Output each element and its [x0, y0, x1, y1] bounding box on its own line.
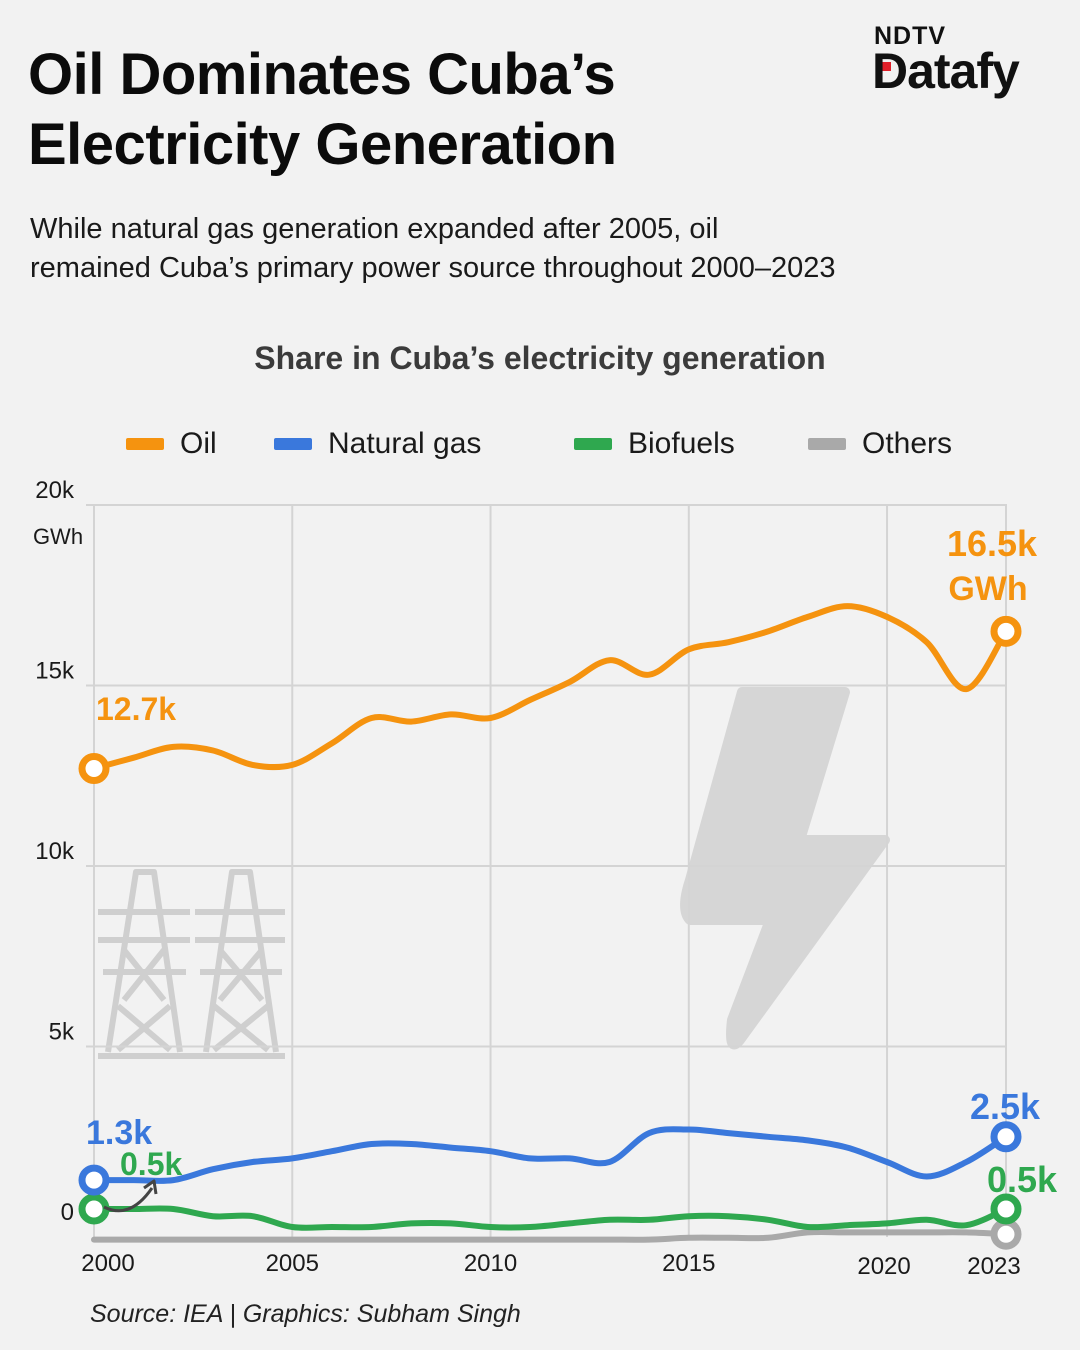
- series-end-marker-others: [990, 1218, 1022, 1250]
- x-tick-label: 2005: [266, 1250, 319, 1277]
- series-line-bio: [91, 1205, 1009, 1231]
- series-line-gas: [91, 1126, 1009, 1184]
- page-title: Oil Dominates Cuba’s Electricity Generat…: [28, 40, 828, 180]
- y-tick-label: 5k: [49, 1019, 75, 1046]
- series-end-marker-oil: [990, 615, 1022, 647]
- series-start-marker-oil: [78, 753, 110, 785]
- data-label-oil-2023-unit: GWh: [948, 570, 1027, 608]
- series-line-others: [91, 1229, 1009, 1243]
- data-label-biofuels-2023: 0.5k: [987, 1159, 1058, 1200]
- annotation-arrow: [103, 1187, 154, 1213]
- legend-label-natural-gas: Natural gas: [328, 427, 482, 460]
- y-unit-label: GWh: [33, 524, 83, 549]
- chart-title: Share in Cuba’s electricity generation: [254, 340, 826, 376]
- source-credit: Source: IEA | Graphics: Subham Singh: [90, 1300, 521, 1328]
- x-tick-label: 2010: [464, 1250, 517, 1277]
- legend-label-biofuels: Biofuels: [628, 427, 735, 460]
- title-line-2: Electricity Generation: [28, 112, 617, 177]
- transmission-tower-icon: [98, 869, 285, 1059]
- legend-item-biofuels: Biofuels: [574, 424, 735, 464]
- x-tick-label: 2015: [662, 1250, 715, 1277]
- lightning-bolt-icon: [680, 687, 890, 1050]
- legend-item-natural-gas: Natural gas: [274, 424, 481, 464]
- logo-ndtv-text: NDTV: [874, 22, 947, 50]
- legend-item-oil: Oil: [126, 424, 217, 464]
- x-tick-label: 2020: [857, 1253, 910, 1280]
- series-start-marker-gas: [78, 1164, 110, 1196]
- data-label-gas-2000: 1.3k: [86, 1114, 152, 1152]
- y-tick-label: 10k: [35, 838, 75, 865]
- series-line-oil: [91, 603, 1009, 772]
- series-start-marker-bio: [78, 1193, 110, 1225]
- annotation-arrow-head: [143, 1179, 158, 1195]
- series-end-marker-gas: [990, 1121, 1022, 1153]
- subtitle: While natural gas generation expanded af…: [30, 210, 1050, 288]
- title-line-1: Oil Dominates Cuba’s: [28, 42, 616, 107]
- legend-item-others: Others: [808, 424, 952, 464]
- legend-swatch-biofuels: [574, 438, 612, 450]
- logo-red-dot: [882, 62, 891, 71]
- legend-swatch-others: [808, 438, 846, 450]
- ndtv-datafy-logo: NDTV Datafy: [868, 22, 1058, 102]
- legend-swatch-natural-gas: [274, 438, 312, 450]
- chart-legend: Oil Natural gas Biofuels Others: [0, 420, 1080, 470]
- y-tick-label: 0: [61, 1199, 74, 1226]
- x-tick-label: 2000: [81, 1250, 134, 1277]
- legend-swatch-oil: [126, 438, 164, 450]
- data-label-biofuels-2000: 0.5k: [120, 1146, 182, 1182]
- subtitle-line-2: remained Cuba’s primary power source thr…: [30, 252, 836, 284]
- y-tick-label: 20k: [35, 480, 75, 504]
- legend-label-others: Others: [862, 427, 953, 460]
- logo-datafy-text: Datafy: [872, 43, 1020, 99]
- series-end-marker-bio: [990, 1193, 1022, 1225]
- data-label-gas-2023: 2.5k: [970, 1086, 1041, 1127]
- data-label-oil-2023: 16.5k: [947, 523, 1038, 564]
- legend-label-oil: Oil: [180, 427, 217, 460]
- subtitle-line-1: While natural gas generation expanded af…: [30, 213, 719, 245]
- x-tick-label: 2023: [967, 1253, 1020, 1280]
- y-tick-label: 15k: [35, 658, 75, 685]
- data-label-oil-2000: 12.7k: [96, 691, 176, 727]
